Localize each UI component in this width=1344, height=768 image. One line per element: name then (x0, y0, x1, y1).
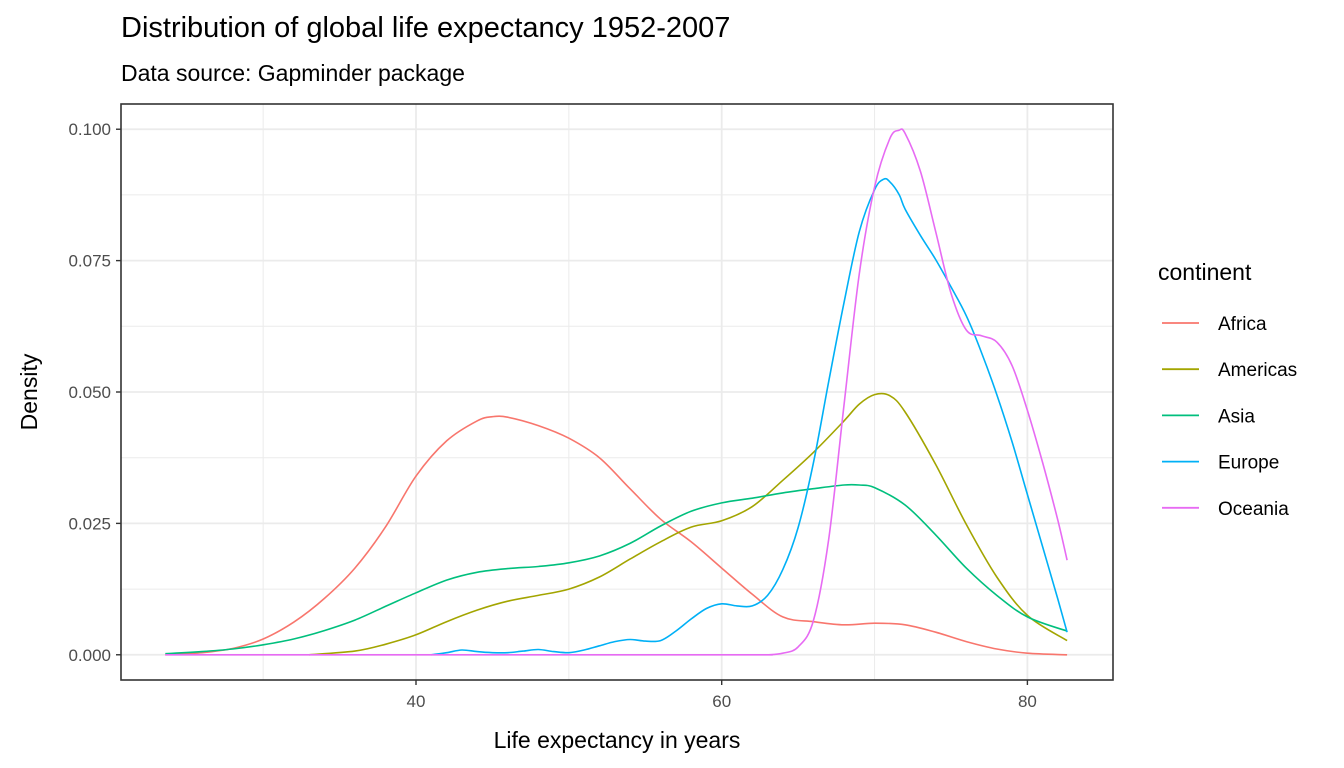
series-line-americas (308, 392, 1068, 656)
series-lines (165, 128, 1068, 656)
legend-label: Asia (1218, 406, 1255, 427)
legend-label: Oceania (1218, 499, 1289, 520)
y-axis-title: Density (16, 353, 42, 430)
series-line-africa (165, 415, 1068, 656)
y-axis: 0.000 0.025 0.050 0.075 0.100 (68, 120, 121, 665)
y-tick-label: 0.025 (68, 514, 111, 533)
legend-item-oceania: Oceania (1162, 499, 1289, 520)
legend-item-americas: Americas (1162, 360, 1297, 381)
x-tick-label: 40 (407, 692, 426, 711)
legend-items: Africa Americas Asia Europe Oceania (1162, 314, 1297, 520)
major-gridlines (121, 104, 1113, 680)
y-tick-label: 0.100 (68, 120, 111, 139)
y-tick-label: 0.000 (68, 646, 111, 665)
legend-title: continent (1158, 259, 1252, 285)
x-axis-title: Life expectancy in years (494, 727, 741, 753)
x-axis: 40 60 80 (407, 680, 1037, 711)
series-line-asia (165, 483, 1068, 655)
y-tick-label: 0.050 (68, 383, 111, 402)
chart-subtitle: Data source: Gapminder package (121, 60, 465, 86)
y-tick-label: 0.075 (68, 252, 111, 271)
legend-label: Americas (1218, 360, 1297, 381)
series-line-oceania (165, 128, 1068, 656)
chart-title: Distribution of global life expectancy 1… (121, 12, 731, 44)
legend-label: Europe (1218, 453, 1279, 474)
legend-item-europe: Europe (1162, 453, 1279, 474)
legend-item-asia: Asia (1162, 406, 1255, 427)
series-line-europe (431, 177, 1068, 656)
legend-label: Africa (1218, 314, 1267, 335)
x-tick-label: 60 (712, 692, 731, 711)
x-tick-label: 80 (1018, 692, 1037, 711)
legend: continent Africa Americas Asia Europe Oceani… (1158, 259, 1297, 520)
legend-item-africa: Africa (1162, 314, 1267, 335)
